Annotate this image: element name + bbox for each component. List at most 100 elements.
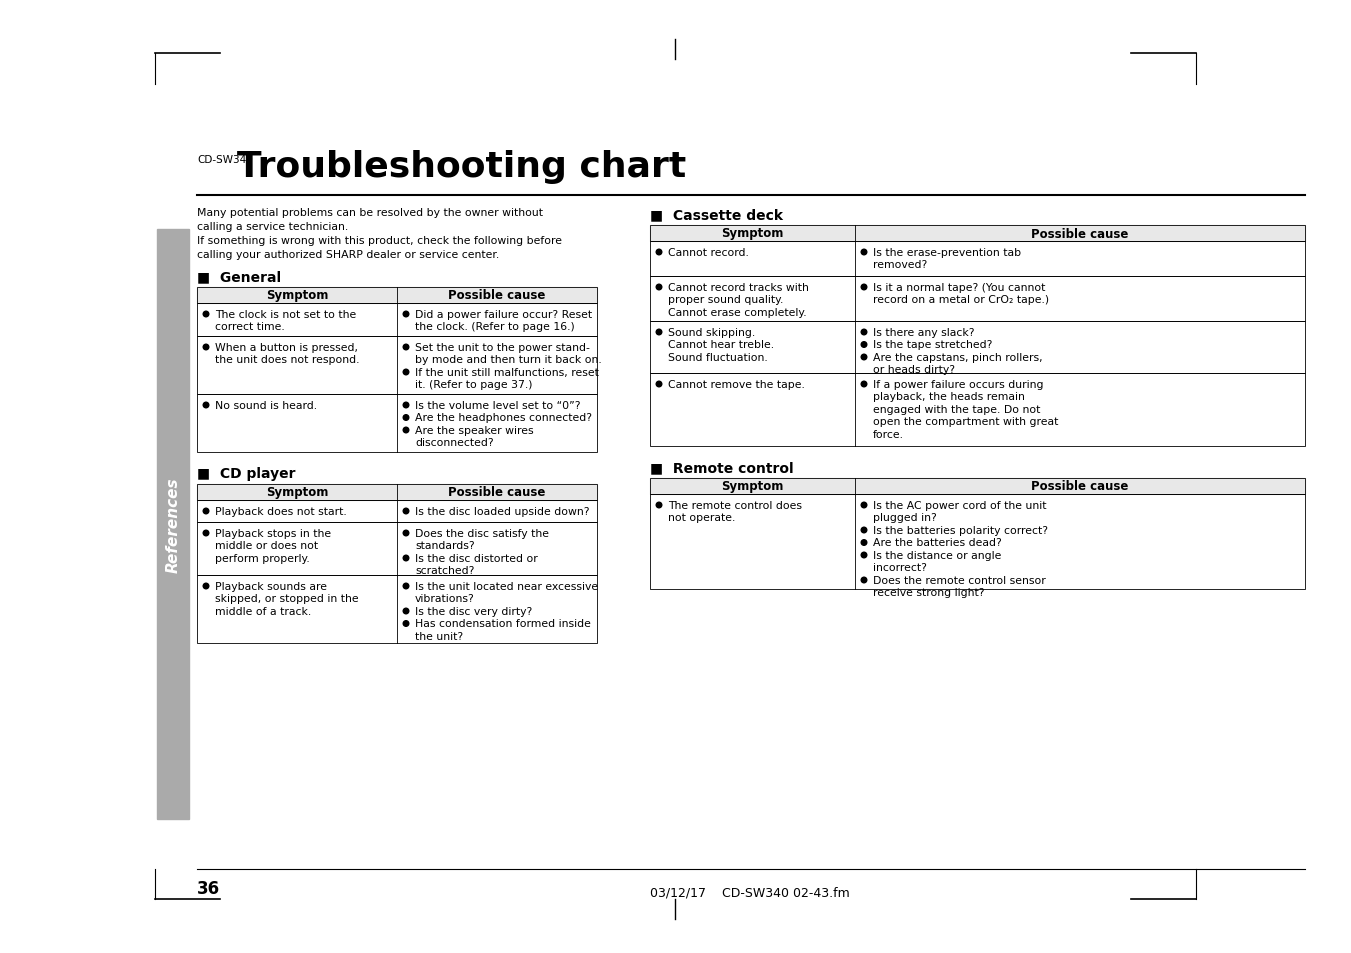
Circle shape (861, 330, 867, 335)
Circle shape (861, 528, 867, 534)
Text: Is the erase-prevention tab: Is the erase-prevention tab (873, 248, 1021, 257)
Text: calling a service technician.: calling a service technician. (197, 222, 349, 232)
Text: Does the disc satisfy the: Does the disc satisfy the (415, 529, 549, 538)
Bar (197, 576, 597, 643)
Text: Is there any slack?: Is there any slack? (873, 328, 974, 337)
Bar (197, 395, 597, 453)
Bar (197, 288, 597, 304)
Bar (650, 495, 1305, 589)
Text: standards?: standards? (415, 541, 474, 551)
Text: Is the disc very dirty?: Is the disc very dirty? (415, 606, 532, 617)
Circle shape (403, 370, 409, 375)
Circle shape (203, 312, 209, 317)
Text: Is the distance or angle: Is the distance or angle (873, 551, 1001, 560)
Circle shape (403, 428, 409, 434)
Text: the clock. (Refer to page 16.): the clock. (Refer to page 16.) (415, 322, 574, 333)
Bar (197, 304, 597, 336)
Text: 03/12/17    CD-SW340 02-43.fm: 03/12/17 CD-SW340 02-43.fm (650, 886, 850, 899)
Text: Playback sounds are: Playback sounds are (215, 581, 327, 592)
Text: Symptom: Symptom (721, 227, 784, 240)
Bar (650, 322, 1305, 374)
Text: Troubleshooting chart: Troubleshooting chart (236, 150, 686, 184)
Text: Cannot remove the tape.: Cannot remove the tape. (667, 379, 805, 390)
Text: perform properly.: perform properly. (215, 554, 309, 563)
Circle shape (403, 621, 409, 627)
Text: the unit?: the unit? (415, 631, 463, 641)
Text: Sound skipping.: Sound skipping. (667, 328, 755, 337)
Text: Are the capstans, pinch rollers,: Are the capstans, pinch rollers, (873, 353, 1043, 363)
Text: 36: 36 (197, 879, 220, 897)
Circle shape (403, 556, 409, 561)
Text: Possible cause: Possible cause (449, 486, 546, 499)
Text: Is the unit located near excessive: Is the unit located near excessive (415, 581, 598, 592)
Text: If the unit still malfunctions, reset: If the unit still malfunctions, reset (415, 368, 598, 377)
Bar (650, 242, 1305, 276)
Text: receive strong light?: receive strong light? (873, 588, 985, 598)
Text: the unit does not respond.: the unit does not respond. (215, 355, 359, 365)
Circle shape (403, 403, 409, 409)
Text: ■  CD player: ■ CD player (197, 467, 296, 480)
Circle shape (403, 345, 409, 351)
Circle shape (861, 502, 867, 508)
Text: References: References (166, 476, 181, 572)
Text: by mode and then turn it back on.: by mode and then turn it back on. (415, 355, 601, 365)
Text: Are the speaker wires: Are the speaker wires (415, 426, 534, 436)
Circle shape (861, 355, 867, 360)
Text: correct time.: correct time. (215, 322, 285, 333)
Circle shape (203, 583, 209, 589)
Text: middle or does not: middle or does not (215, 541, 317, 551)
Circle shape (203, 509, 209, 515)
Bar (197, 484, 597, 500)
Bar (650, 374, 1305, 447)
Circle shape (403, 416, 409, 421)
Circle shape (403, 583, 409, 589)
Text: Has condensation formed inside: Has condensation formed inside (415, 618, 590, 629)
Text: Symptom: Symptom (721, 480, 784, 493)
Text: Is the AC power cord of the unit: Is the AC power cord of the unit (873, 500, 1047, 511)
Circle shape (203, 403, 209, 409)
Circle shape (203, 531, 209, 537)
Circle shape (403, 312, 409, 317)
Text: Many potential problems can be resolved by the owner without: Many potential problems can be resolved … (197, 208, 543, 218)
Text: incorrect?: incorrect? (873, 563, 927, 573)
Text: Possible cause: Possible cause (449, 289, 546, 302)
Bar (197, 484, 597, 500)
Text: Is the batteries polarity correct?: Is the batteries polarity correct? (873, 525, 1048, 536)
Bar (197, 500, 597, 522)
Circle shape (861, 540, 867, 546)
Text: Set the unit to the power stand-: Set the unit to the power stand- (415, 343, 590, 353)
Text: If something is wrong with this product, check the following before: If something is wrong with this product,… (197, 235, 562, 246)
Bar (650, 276, 1305, 322)
Text: The remote control does: The remote control does (667, 500, 802, 511)
Text: If a power failure occurs during: If a power failure occurs during (873, 379, 1043, 390)
Text: Symptom: Symptom (266, 486, 328, 499)
Circle shape (203, 345, 209, 351)
Circle shape (657, 382, 662, 387)
Text: Playback does not start.: Playback does not start. (215, 506, 347, 517)
Circle shape (403, 509, 409, 515)
Bar (650, 478, 1305, 495)
Text: Cannot record tracks with: Cannot record tracks with (667, 283, 809, 293)
Text: disconnected?: disconnected? (415, 438, 493, 448)
Text: plugged in?: plugged in? (873, 513, 936, 523)
Text: Is it a normal tape? (You cannot: Is it a normal tape? (You cannot (873, 283, 1046, 293)
Circle shape (657, 330, 662, 335)
Text: record on a metal or CrO₂ tape.): record on a metal or CrO₂ tape.) (873, 295, 1050, 305)
Text: Are the headphones connected?: Are the headphones connected? (415, 413, 592, 423)
Circle shape (657, 502, 662, 508)
Text: force.: force. (873, 430, 904, 439)
Bar (157, 230, 189, 820)
Circle shape (861, 553, 867, 558)
Circle shape (861, 382, 867, 387)
Text: Is the disc loaded upside down?: Is the disc loaded upside down? (415, 506, 589, 517)
Text: ■  General: ■ General (197, 270, 281, 284)
Text: it. (Refer to page 37.): it. (Refer to page 37.) (415, 380, 532, 390)
Text: When a button is pressed,: When a button is pressed, (215, 343, 358, 353)
Text: Possible cause: Possible cause (1031, 480, 1128, 493)
Text: playback, the heads remain: playback, the heads remain (873, 392, 1025, 402)
Bar (650, 478, 1305, 495)
Text: Possible cause: Possible cause (1031, 227, 1128, 240)
Text: Cannot hear treble.: Cannot hear treble. (667, 340, 774, 350)
Circle shape (861, 342, 867, 348)
Text: skipped, or stopped in the: skipped, or stopped in the (215, 594, 358, 604)
